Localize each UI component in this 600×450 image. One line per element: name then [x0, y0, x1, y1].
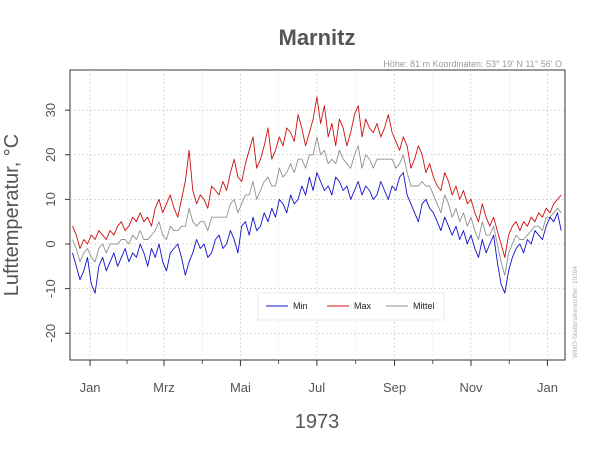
x-axis: Jan Mrz Mai Jul Sep Nov Jan — [80, 360, 558, 395]
x-tick-label: Jan — [537, 380, 558, 395]
x-tick-label: Mai — [230, 380, 251, 395]
legend-label-max: Max — [354, 301, 372, 311]
y-axis-title: Lufttemperatur, °C — [1, 134, 23, 297]
station-id-note: WMO-Stationskennziffer: 10264 — [572, 266, 579, 358]
plot-frame — [69, 69, 566, 361]
y-axis: -20 -10 0 10 20 30 — [43, 103, 70, 343]
series-line-min — [72, 172, 562, 294]
station-meta: Höhe: 81 m Koordinaten: 53° 19' N 11° 56… — [383, 59, 562, 69]
series-layer — [72, 96, 562, 294]
legend-label-min: Min — [293, 301, 308, 311]
legend: Min Max Mittel — [257, 292, 445, 321]
y-tick-label: 20 — [43, 148, 58, 162]
y-tick-label: -20 — [43, 324, 58, 343]
legend-label-mittel: Mittel — [413, 301, 435, 311]
x-tick-label: Jul — [309, 380, 326, 395]
plot-area: -20 -10 0 10 20 30 Jan Mrz Mai Jul Sep Nov Jan — [43, 69, 566, 395]
y-tick-label: -10 — [43, 279, 58, 298]
y-tick-label: 30 — [43, 103, 58, 117]
chart-title: Marnitz — [279, 25, 356, 50]
y-tick-label: 10 — [43, 192, 58, 206]
x-axis-title: 1973 — [295, 411, 340, 433]
series-line-max — [72, 96, 562, 258]
legend-box — [257, 292, 445, 321]
series-line-mittel — [72, 136, 562, 276]
x-tick-label: Mrz — [153, 380, 175, 395]
x-tick-label: Sep — [383, 380, 406, 395]
x-tick-label: Nov — [459, 380, 483, 395]
grid-lines — [70, 70, 565, 360]
x-tick-label: Jan — [80, 380, 101, 395]
y-tick-label: 0 — [43, 240, 58, 247]
